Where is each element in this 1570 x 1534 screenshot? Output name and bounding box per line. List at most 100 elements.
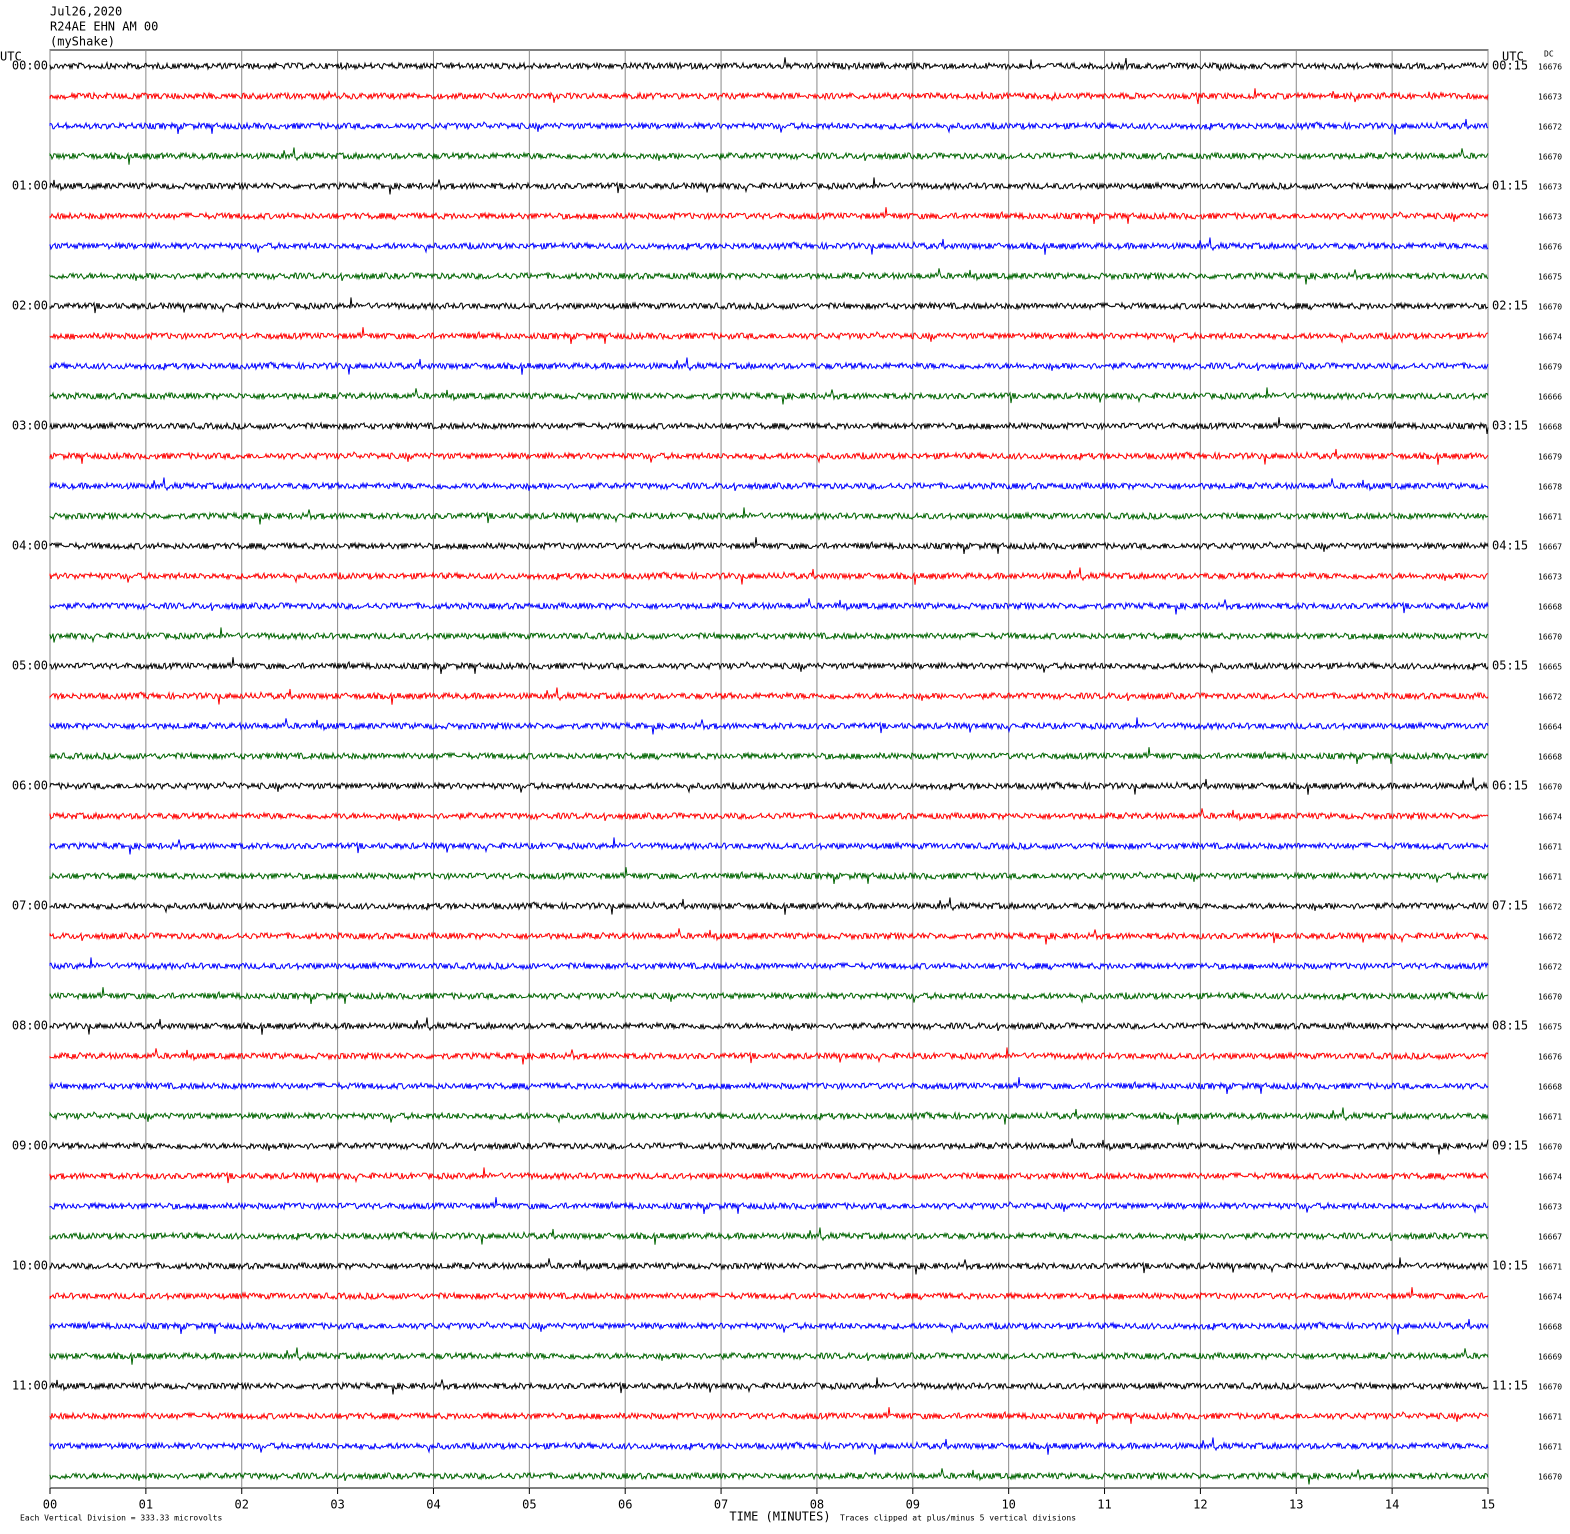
- trace: [49, 598, 1489, 615]
- x-tick-label: 06: [618, 1498, 632, 1512]
- left-axis-title: UTC: [0, 50, 22, 64]
- dc-value: 16671: [1538, 873, 1562, 882]
- trace: [49, 1347, 1489, 1365]
- source: (myShake): [50, 35, 115, 49]
- trace: [49, 897, 1489, 915]
- dc-value: 16673: [1538, 183, 1562, 192]
- x-tick-label: 10: [1001, 1498, 1015, 1512]
- trace: [49, 448, 1489, 465]
- clip-note: Traces clipped at plus/minus 5 vertical …: [840, 1514, 1076, 1523]
- trace: [49, 837, 1489, 855]
- trace: [49, 1227, 1489, 1245]
- left-time-label: 08:00: [12, 1019, 48, 1033]
- trace: [49, 387, 1489, 405]
- x-tick-label: 11: [1097, 1498, 1111, 1512]
- dc-value: 16676: [1538, 1053, 1562, 1062]
- trace: [49, 1047, 1489, 1065]
- x-tick-label: 14: [1385, 1498, 1399, 1512]
- trace: [49, 1407, 1489, 1424]
- x-tick-label: 05: [522, 1498, 536, 1512]
- dc-value: 16676: [1538, 243, 1562, 252]
- dc-value: 16670: [1538, 1473, 1562, 1482]
- x-tick-label: 09: [906, 1498, 920, 1512]
- trace: [49, 237, 1489, 255]
- dc-value: 16679: [1538, 363, 1562, 372]
- left-time-label: 03:00: [12, 419, 48, 433]
- left-time-label: 00:00: [12, 59, 48, 73]
- trace: [49, 1318, 1489, 1335]
- trace: [49, 1017, 1489, 1035]
- dc-value: 16672: [1538, 903, 1562, 912]
- trace: [49, 1167, 1489, 1184]
- left-time-label: 06:00: [12, 779, 48, 793]
- trace: [49, 537, 1489, 554]
- dc-value: 16670: [1538, 303, 1562, 312]
- trace: [49, 867, 1489, 884]
- trace: [49, 88, 1489, 105]
- x-tick-label: 03: [330, 1498, 344, 1512]
- trace: [49, 507, 1489, 525]
- left-time-label: 04:00: [12, 539, 48, 553]
- trace: [49, 1107, 1489, 1125]
- dc-value: 16671: [1538, 1263, 1562, 1272]
- dc-value: 16671: [1538, 513, 1562, 522]
- trace: [49, 327, 1489, 344]
- dc-value: 16670: [1538, 153, 1562, 162]
- left-time-label: 01:00: [12, 179, 48, 193]
- dc-value: 16674: [1538, 1173, 1562, 1182]
- trace: [49, 567, 1488, 585]
- dc-value: 16669: [1538, 1353, 1562, 1362]
- right-time-label: 08:15: [1492, 1019, 1528, 1033]
- trace: [49, 207, 1489, 224]
- x-tick-label: 15: [1481, 1498, 1495, 1512]
- trace: [49, 57, 1489, 72]
- dc-value: 16673: [1538, 213, 1562, 222]
- trace: [49, 957, 1489, 971]
- dc-value: 16671: [1538, 843, 1562, 852]
- trace: [49, 477, 1489, 492]
- right-time-label: 07:15: [1492, 899, 1528, 913]
- dc-value: 16675: [1538, 1023, 1562, 1032]
- dc-value: 16674: [1538, 333, 1562, 342]
- left-time-label: 02:00: [12, 299, 48, 313]
- left-time-label: 07:00: [12, 899, 48, 913]
- trace: [49, 118, 1489, 135]
- x-tick-label: 07: [714, 1498, 728, 1512]
- trace: [49, 297, 1489, 314]
- trace: [49, 357, 1489, 375]
- dc-value: 16671: [1538, 1443, 1562, 1452]
- left-time-label: 09:00: [12, 1139, 48, 1153]
- x-axis-label: TIME (MINUTES): [729, 1510, 830, 1524]
- trace: [49, 1468, 1489, 1485]
- dc-value: 16678: [1538, 483, 1562, 492]
- trace: [49, 268, 1489, 285]
- dc-value: 16673: [1538, 573, 1562, 582]
- trace: [49, 687, 1489, 705]
- trace: [49, 147, 1489, 165]
- trace: [49, 1197, 1489, 1214]
- dc-value: 16679: [1538, 453, 1562, 462]
- dc-value: 16668: [1538, 1083, 1562, 1092]
- title: Jul26,2020: [50, 5, 122, 19]
- trace: [49, 627, 1489, 644]
- trace: [49, 928, 1489, 945]
- dc-value: 16665: [1538, 663, 1562, 672]
- trace: [49, 808, 1489, 822]
- right-axis-title: UTC: [1502, 50, 1524, 64]
- x-tick-label: 08: [810, 1498, 824, 1512]
- dc-value: 16672: [1538, 963, 1562, 972]
- dc-value: 16676: [1538, 63, 1562, 72]
- trace: [49, 1437, 1489, 1455]
- right-time-label: 03:15: [1492, 419, 1528, 433]
- x-tick-label: 00: [43, 1498, 57, 1512]
- right-time-label: 01:15: [1492, 179, 1528, 193]
- dc-value: 16672: [1538, 123, 1562, 132]
- dc-value: 16672: [1538, 933, 1562, 942]
- trace: [49, 177, 1489, 195]
- trace: [49, 1287, 1489, 1301]
- trace: [49, 717, 1489, 735]
- dc-value: 16668: [1538, 603, 1562, 612]
- x-tick-label: 12: [1193, 1498, 1207, 1512]
- dc-value: 16670: [1538, 633, 1562, 642]
